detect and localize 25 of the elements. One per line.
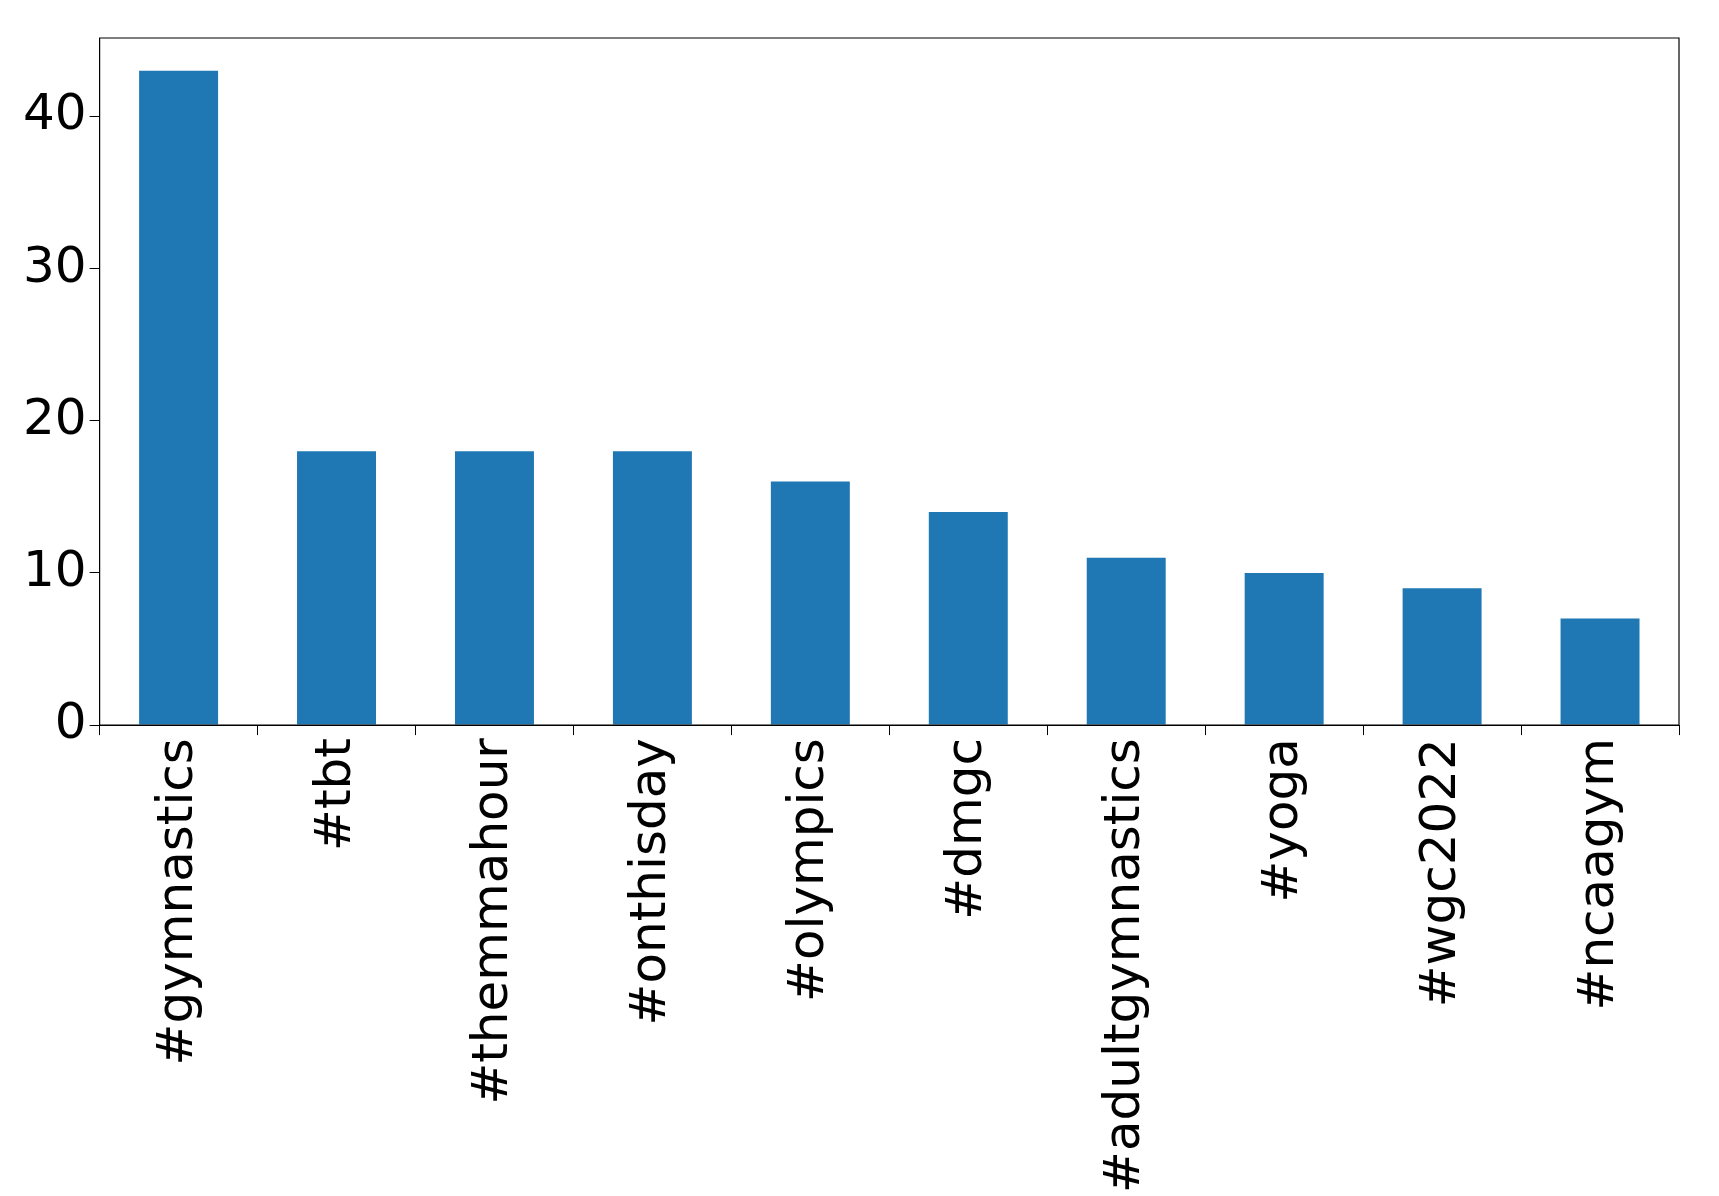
x-tick-label: #themmahour xyxy=(461,737,520,1105)
x-tick-label: #dmgc xyxy=(935,738,994,920)
x-tick-label: #olympics xyxy=(777,738,836,1002)
bar xyxy=(612,451,692,725)
y-tick-label: 20 xyxy=(23,387,87,446)
x-tick-label: #ncaagym xyxy=(1567,738,1626,1011)
bar xyxy=(1086,557,1166,725)
bar xyxy=(770,481,850,725)
y-tick-label: 10 xyxy=(23,539,87,598)
bar xyxy=(1560,618,1640,725)
x-tick-label: #gymnastics xyxy=(145,738,204,1066)
y-tick-label: 40 xyxy=(23,83,87,142)
bar xyxy=(297,451,377,725)
y-tick-label: 0 xyxy=(54,692,87,751)
y-tick-label: 30 xyxy=(23,235,87,294)
x-tick-label: #yoga xyxy=(1251,738,1310,903)
x-tick-label: #wgc2022 xyxy=(1409,738,1468,1008)
x-tick-label: #adultgymnastics xyxy=(1093,738,1152,1194)
bar xyxy=(928,512,1008,725)
bar xyxy=(1244,572,1324,725)
bar xyxy=(139,70,219,725)
x-tick-label: #tbt xyxy=(303,738,362,851)
bar xyxy=(454,451,534,725)
bar xyxy=(1402,588,1482,725)
x-tick-label: #onthisday xyxy=(619,738,678,1026)
